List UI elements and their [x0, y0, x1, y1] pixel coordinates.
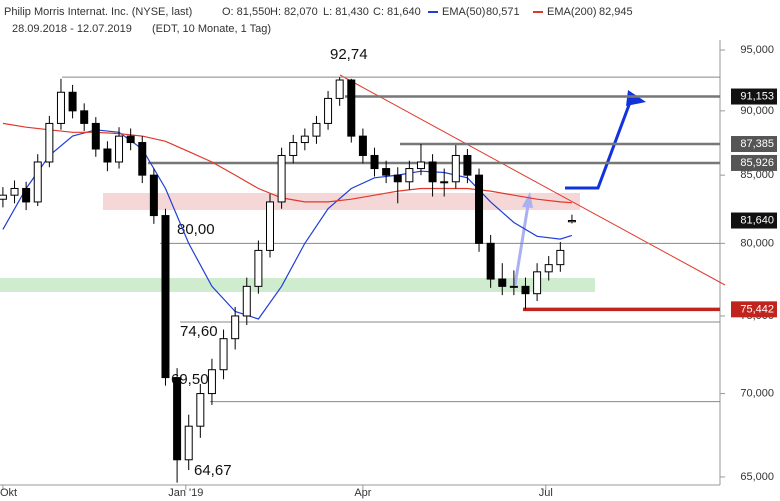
x-tick-label: Apr [354, 487, 371, 499]
candle-body [161, 215, 170, 379]
resistance-zone [103, 193, 580, 210]
candle-body [277, 154, 286, 203]
candle-body [22, 187, 31, 203]
level-label: 92,74 [330, 46, 368, 63]
candle-body [486, 242, 495, 280]
candle-body [138, 142, 147, 176]
candle-body [428, 161, 437, 183]
price-tag-label: 75,442 [740, 303, 774, 315]
candle-body [312, 122, 321, 137]
candle-body [509, 285, 518, 288]
price-tag-box [731, 136, 777, 153]
price-tag-label: 85,926 [740, 157, 774, 169]
candle-body [556, 249, 565, 266]
ohlc-text: C: 81,640 [373, 6, 421, 18]
bounce-arrow-head [522, 192, 533, 208]
candle-body [405, 168, 414, 183]
candle-body [10, 187, 19, 196]
legend-name: EMA(200) [547, 6, 597, 18]
ohlc-text: O: 81,550 [222, 6, 270, 18]
candle-body [498, 278, 507, 287]
candle-body [266, 201, 274, 251]
candle-body [521, 285, 530, 295]
y-tick-label: 95,000 [740, 44, 774, 56]
candle-body [207, 369, 216, 395]
candle-body [231, 315, 240, 340]
candle-body [254, 249, 263, 287]
candle-body [33, 161, 42, 203]
y-tick-label: 80,000 [740, 237, 774, 249]
candle-body [382, 168, 391, 176]
candle-body [533, 271, 542, 295]
level-label: 74,60 [180, 323, 218, 340]
candle-body [416, 161, 425, 170]
candle-body [393, 174, 402, 183]
ohlc-text: L: 81,430 [323, 6, 369, 18]
y-tick-label: 90,000 [740, 105, 774, 117]
forecast-arrow-head [626, 90, 646, 106]
candle-body [68, 91, 77, 112]
candle-body [126, 135, 135, 144]
candle-body [451, 154, 460, 183]
candle-body [45, 122, 54, 163]
zones [0, 193, 595, 292]
candle-body [567, 220, 576, 223]
period: 28.09.2018 - 12.07.2019 [12, 23, 132, 35]
candle-body [80, 110, 89, 124]
candle-body [173, 377, 182, 461]
x-tick-label: Okt [0, 487, 17, 499]
candle-body [149, 174, 158, 217]
forecast-arrow [565, 96, 634, 190]
legend-name: EMA(50) [442, 6, 485, 18]
candle-body [544, 264, 553, 273]
candle-body [347, 79, 356, 137]
trend-line [339, 74, 726, 286]
price-tag-label: 87,385 [740, 138, 774, 150]
ohlc-text: H: 82,070 [270, 6, 318, 18]
price-tag-label: 81,640 [740, 214, 774, 226]
candle-body [196, 393, 205, 427]
candle-body [324, 97, 333, 124]
x-tick-label: Jul [539, 487, 553, 499]
candle-body [335, 79, 344, 99]
candle-body [300, 135, 309, 144]
candle-body [475, 174, 484, 244]
candle-body [289, 142, 298, 156]
level-label: 80,00 [177, 221, 215, 238]
candle-body [358, 135, 367, 156]
y-tick-label: 85,000 [740, 169, 774, 181]
price-tag-label: 91,153 [740, 90, 774, 102]
y-tick-label: 65,000 [740, 471, 774, 483]
legend-value: 82,945 [599, 6, 633, 18]
candle-body [115, 135, 124, 163]
price-tag-box [731, 212, 777, 229]
period-note: (EDT, 10 Monate, 1 Tag) [152, 23, 271, 35]
candle-body [91, 122, 100, 150]
candle-body [103, 148, 112, 163]
y-tick-label: 70,000 [740, 387, 774, 399]
candle-body [219, 338, 228, 371]
x-tick-label: Jan '19 [168, 487, 203, 499]
bounce-arrow [513, 204, 530, 286]
legend-value: 80,571 [486, 6, 520, 18]
price-tag-box [731, 154, 777, 171]
price-tag-box [731, 88, 777, 105]
candle-body [463, 154, 472, 176]
candle-body [370, 154, 379, 170]
price-tag-box [731, 301, 777, 318]
level-label: 64,67 [194, 462, 232, 479]
candle-body [440, 181, 449, 184]
candle-body [184, 425, 193, 461]
candle-body [0, 194, 7, 200]
support-zone [0, 278, 595, 292]
candle-body [56, 91, 65, 124]
title: Philip Morris Internat. Inc. (NYSE, last… [4, 6, 192, 18]
candle-body [242, 285, 251, 317]
